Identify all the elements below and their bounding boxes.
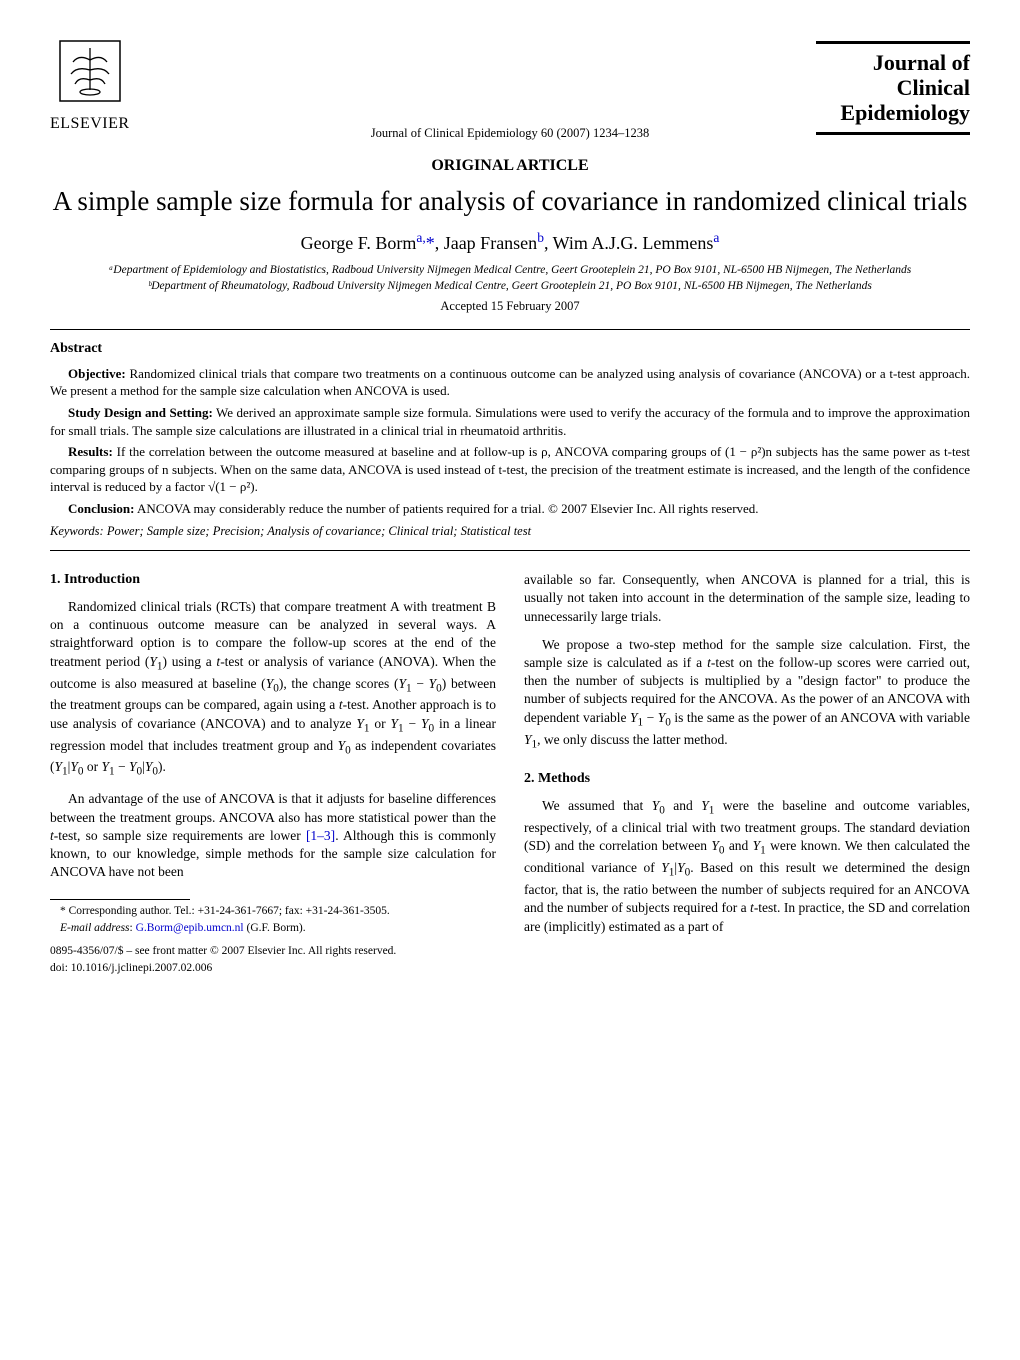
footnotes: * Corresponding author. Tel.: +31-24-361… [50,904,496,976]
accepted-date: Accepted 15 February 2007 [50,298,970,315]
affiliation-b: ᵇDepartment of Rheumatology, Radboud Uni… [50,279,970,295]
design-label: Study Design and Setting: [68,405,213,420]
abstract-design: Study Design and Setting: We derived an … [50,404,970,439]
intro-heading: 1. Introduction [50,571,496,590]
authors: George F. Borma,*, Jaap Fransenb, Wim A.… [50,229,970,255]
body-columns: 1. Introduction Randomized clinical tria… [50,571,970,978]
email-suffix: (G.F. Borm). [244,922,306,934]
divider [50,329,970,330]
abstract-objective: Objective: Randomized clinical trials th… [50,365,970,400]
page-header: ELSEVIER Journal of Clinical Epidemiolog… [50,40,970,135]
aff-link-a[interactable]: a, [416,230,425,245]
intro-p4: We propose a two-step method for the sam… [524,636,970,753]
affiliations: ᵃDepartment of Epidemiology and Biostati… [50,263,970,294]
methods-heading: 2. Methods [524,770,970,789]
article-type: ORIGINAL ARTICLE [50,155,970,177]
email-link[interactable]: G.Borm@epib.umcn.nl [136,922,244,934]
journal-title-line: Epidemiology [840,100,970,125]
journal-title-box: Journal of Clinical Epidemiology [816,41,970,135]
divider [50,550,970,551]
affiliation-a: ᵃDepartment of Epidemiology and Biostati… [50,263,970,279]
abstract-results: Results: If the correlation between the … [50,443,970,496]
objective-label: Objective: [68,366,126,381]
keywords-label: Keywords: [50,524,104,538]
left-column: 1. Introduction Randomized clinical tria… [50,571,496,978]
results-text: If the correlation between the outcome m… [50,444,970,494]
objective-text: Randomized clinical trials that compare … [50,366,970,399]
email-label: E-mail address [60,922,130,934]
methods-p1: We assumed that Y0 and Y1 were the basel… [524,797,970,936]
results-label: Results: [68,444,113,459]
ref-link-1-3[interactable]: [1–3] [306,828,335,843]
abstract-conclusion: Conclusion: ANCOVA may considerably redu… [50,500,970,518]
abstract-block: Abstract Objective: Randomized clinical … [50,340,970,540]
right-column: available so far. Consequently, when ANC… [524,571,970,978]
intro-p1: Randomized clinical trials (RCTs) that c… [50,598,496,780]
elsevier-logo: ELSEVIER [50,40,130,135]
keywords: Keywords: Power; Sample size; Precision;… [50,523,970,540]
email-note: E-mail address: G.Borm@epib.umcn.nl (G.F… [50,921,496,936]
corresponding-author-note: * Corresponding author. Tel.: +31-24-361… [50,904,496,919]
tree-icon [59,40,121,111]
conclusion-label: Conclusion: [68,501,134,516]
conclusion-text: ANCOVA may considerably reduce the numbe… [134,501,758,516]
corresponding-link[interactable]: * [426,233,435,253]
journal-title-line: Clinical [840,75,970,100]
intro-p3: available so far. Consequently, when ANC… [524,571,970,626]
publisher-name: ELSEVIER [50,113,130,135]
aff-link-a2[interactable]: a [713,230,719,245]
abstract-heading: Abstract [50,340,970,359]
doi-note: doi: 10.1016/j.jclinepi.2007.02.006 [50,961,496,976]
aff-link-b[interactable]: b [537,230,544,245]
footnote-separator [50,899,190,900]
article-title: A simple sample size formula for analysi… [50,185,970,219]
keywords-text: Power; Sample size; Precision; Analysis … [104,524,531,538]
copyright-note: 0895-4356/07/$ – see front matter © 2007… [50,944,496,959]
intro-p2: An advantage of the use of ANCOVA is tha… [50,790,496,881]
journal-title-line: Journal of [840,50,970,75]
